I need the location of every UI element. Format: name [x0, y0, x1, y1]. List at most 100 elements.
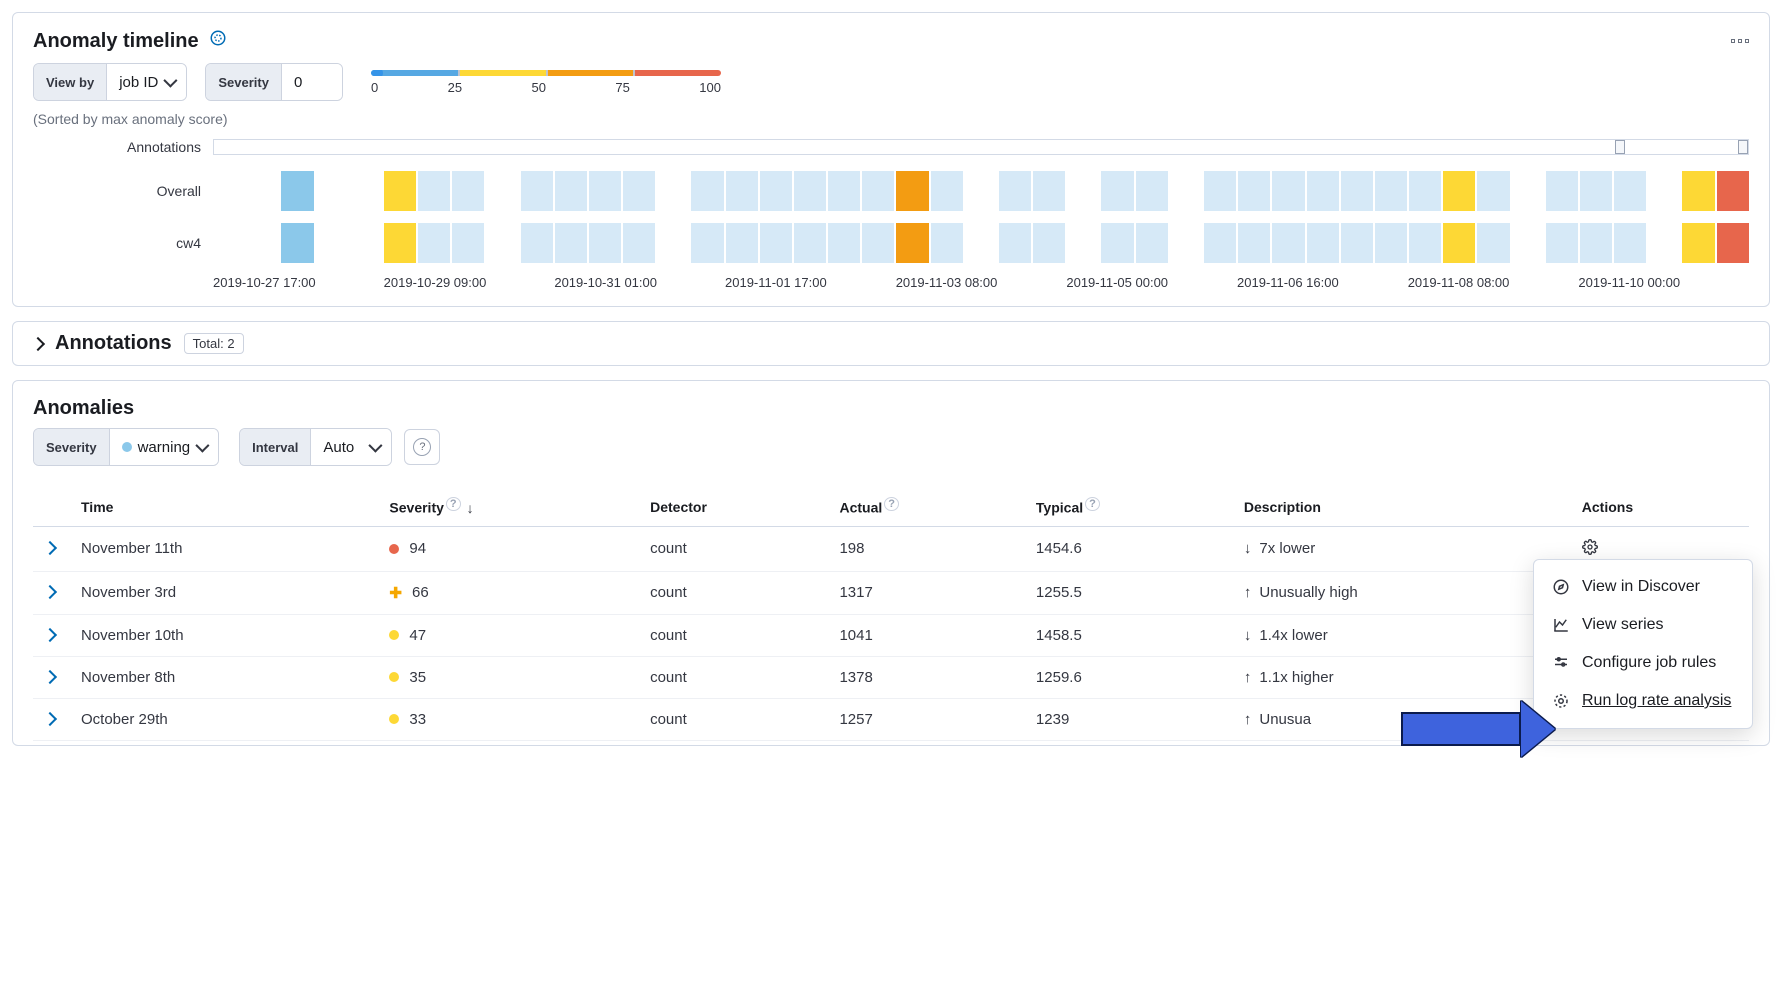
swimlane-cell[interactable]: [213, 171, 245, 211]
swimlane-cell[interactable]: [1101, 171, 1133, 211]
swimlane-cell[interactable]: [965, 223, 997, 263]
swimlane-cell[interactable]: [589, 171, 621, 211]
swimlane-cell[interactable]: [794, 223, 826, 263]
swimlane-cell[interactable]: [623, 171, 655, 211]
swimlane-cell[interactable]: [931, 223, 963, 263]
swimlane-cell[interactable]: [418, 223, 450, 263]
swimlane-cell[interactable]: [657, 223, 689, 263]
swimlane-cell[interactable]: [1136, 223, 1168, 263]
scale-thumb[interactable]: [371, 70, 383, 76]
swimlane-cell[interactable]: [1204, 171, 1236, 211]
popover-run-log-rate[interactable]: Run log rate analysis: [1534, 682, 1752, 720]
swimlane-cell[interactable]: [1033, 223, 1065, 263]
swimlane-cell[interactable]: [1682, 171, 1714, 211]
swimlane-cell[interactable]: [726, 223, 758, 263]
popover-view-discover[interactable]: View in Discover: [1534, 568, 1752, 606]
swimlane-cell[interactable]: [828, 223, 860, 263]
swimlane-cell[interactable]: [1238, 223, 1270, 263]
swimlane-cell[interactable]: [1546, 171, 1578, 211]
interval-selector[interactable]: Interval Auto: [239, 428, 392, 466]
swimlane-cell[interactable]: [965, 171, 997, 211]
swimlane-cell[interactable]: [247, 223, 279, 263]
swimlane-cell[interactable]: [1341, 171, 1373, 211]
swimlane-cell[interactable]: [1717, 171, 1749, 211]
swimlane-cell[interactable]: [931, 171, 963, 211]
swimlane-cell[interactable]: [999, 223, 1031, 263]
swimlane-cell[interactable]: [726, 171, 758, 211]
interval-help-button[interactable]: ?: [404, 429, 440, 465]
swimlane-cell[interactable]: [1170, 223, 1202, 263]
swimlane-cell[interactable]: [1375, 171, 1407, 211]
swimlane-cell[interactable]: [247, 171, 279, 211]
swimlane-cell[interactable]: [486, 223, 518, 263]
expand-row-icon[interactable]: [43, 585, 57, 599]
swimlane-cell[interactable]: [555, 171, 587, 211]
swimlane-cell[interactable]: [1272, 223, 1304, 263]
swimlane-cell[interactable]: [1307, 223, 1339, 263]
swimlane-cell[interactable]: [452, 223, 484, 263]
severity-filter-selector[interactable]: Severity warning: [33, 428, 219, 466]
swimlane-cell[interactable]: [1136, 171, 1168, 211]
swimlane-cell[interactable]: [1341, 223, 1373, 263]
swimlane-cell[interactable]: [1477, 223, 1509, 263]
expand-row-icon[interactable]: [43, 670, 57, 684]
col-detector[interactable]: Detector: [642, 488, 831, 526]
swimlane-cell[interactable]: [691, 223, 723, 263]
swimlane-cell[interactable]: [589, 223, 621, 263]
swimlane-cell[interactable]: [486, 171, 518, 211]
swimlane-cell[interactable]: [862, 171, 894, 211]
swimlane-cell[interactable]: [691, 171, 723, 211]
swimlane-cell[interactable]: [1648, 223, 1680, 263]
swimlane-cell[interactable]: [1307, 171, 1339, 211]
swimlane-cell[interactable]: [1443, 171, 1475, 211]
swimlane-cell[interactable]: [1238, 171, 1270, 211]
swimlane-cell[interactable]: [657, 171, 689, 211]
swimlane-cell[interactable]: [521, 223, 553, 263]
swimlane-cell[interactable]: [316, 223, 348, 263]
swimlane-cell[interactable]: [281, 171, 313, 211]
col-time[interactable]: Time: [73, 488, 381, 526]
swimlane-cell[interactable]: [452, 171, 484, 211]
col-description[interactable]: Description: [1236, 488, 1574, 526]
swimlane-cell[interactable]: [418, 171, 450, 211]
swimlane-cell[interactable]: [1717, 223, 1749, 263]
swimlane-cell[interactable]: [1067, 171, 1099, 211]
swimlane-cell[interactable]: [1409, 223, 1441, 263]
swimlane-cell[interactable]: [1067, 223, 1099, 263]
swimlane-cell[interactable]: [828, 171, 860, 211]
swimlane-cell[interactable]: [1272, 171, 1304, 211]
col-severity[interactable]: Severity?: [381, 488, 642, 526]
swimlane-cell[interactable]: [384, 171, 416, 211]
annotation-marker[interactable]: [1738, 140, 1748, 154]
swimlane-cell[interactable]: [896, 223, 928, 263]
swimlane-cell[interactable]: [1375, 223, 1407, 263]
swimlane-cell[interactable]: [521, 171, 553, 211]
swimlane-cell[interactable]: [1170, 171, 1202, 211]
swimlane-cell[interactable]: [1580, 171, 1612, 211]
swimlane-cell[interactable]: [213, 223, 245, 263]
swimlane-cell[interactable]: [1512, 223, 1544, 263]
swimlane-cell[interactable]: [1614, 171, 1646, 211]
swimlane-cell[interactable]: [555, 223, 587, 263]
swimlane-cell[interactable]: [1546, 223, 1578, 263]
swimlane-cell[interactable]: [1477, 171, 1509, 211]
view-by-selector[interactable]: View by job ID: [33, 63, 187, 101]
swimlane-cell[interactable]: [1033, 171, 1065, 211]
swimlane-cell[interactable]: [1204, 223, 1236, 263]
col-typical[interactable]: Typical?: [1028, 488, 1236, 526]
swimlane-cell[interactable]: [999, 171, 1031, 211]
swimlane-cell[interactable]: [760, 223, 792, 263]
swimlane-cell[interactable]: [1614, 223, 1646, 263]
overall-track[interactable]: [213, 171, 1749, 211]
expand-row-icon[interactable]: [43, 628, 57, 642]
cw4-track[interactable]: [213, 223, 1749, 263]
popover-view-series[interactable]: View series: [1534, 606, 1752, 644]
swimlane-cell[interactable]: [1580, 223, 1612, 263]
swimlane-cell[interactable]: [316, 171, 348, 211]
expand-caret-icon[interactable]: [31, 336, 45, 350]
col-actions[interactable]: Actions: [1574, 488, 1749, 526]
swimlane-cell[interactable]: [350, 223, 382, 263]
popover-configure-rules[interactable]: Configure job rules: [1534, 644, 1752, 682]
swimlane-cell[interactable]: [1409, 171, 1441, 211]
expand-row-icon[interactable]: [43, 541, 57, 555]
